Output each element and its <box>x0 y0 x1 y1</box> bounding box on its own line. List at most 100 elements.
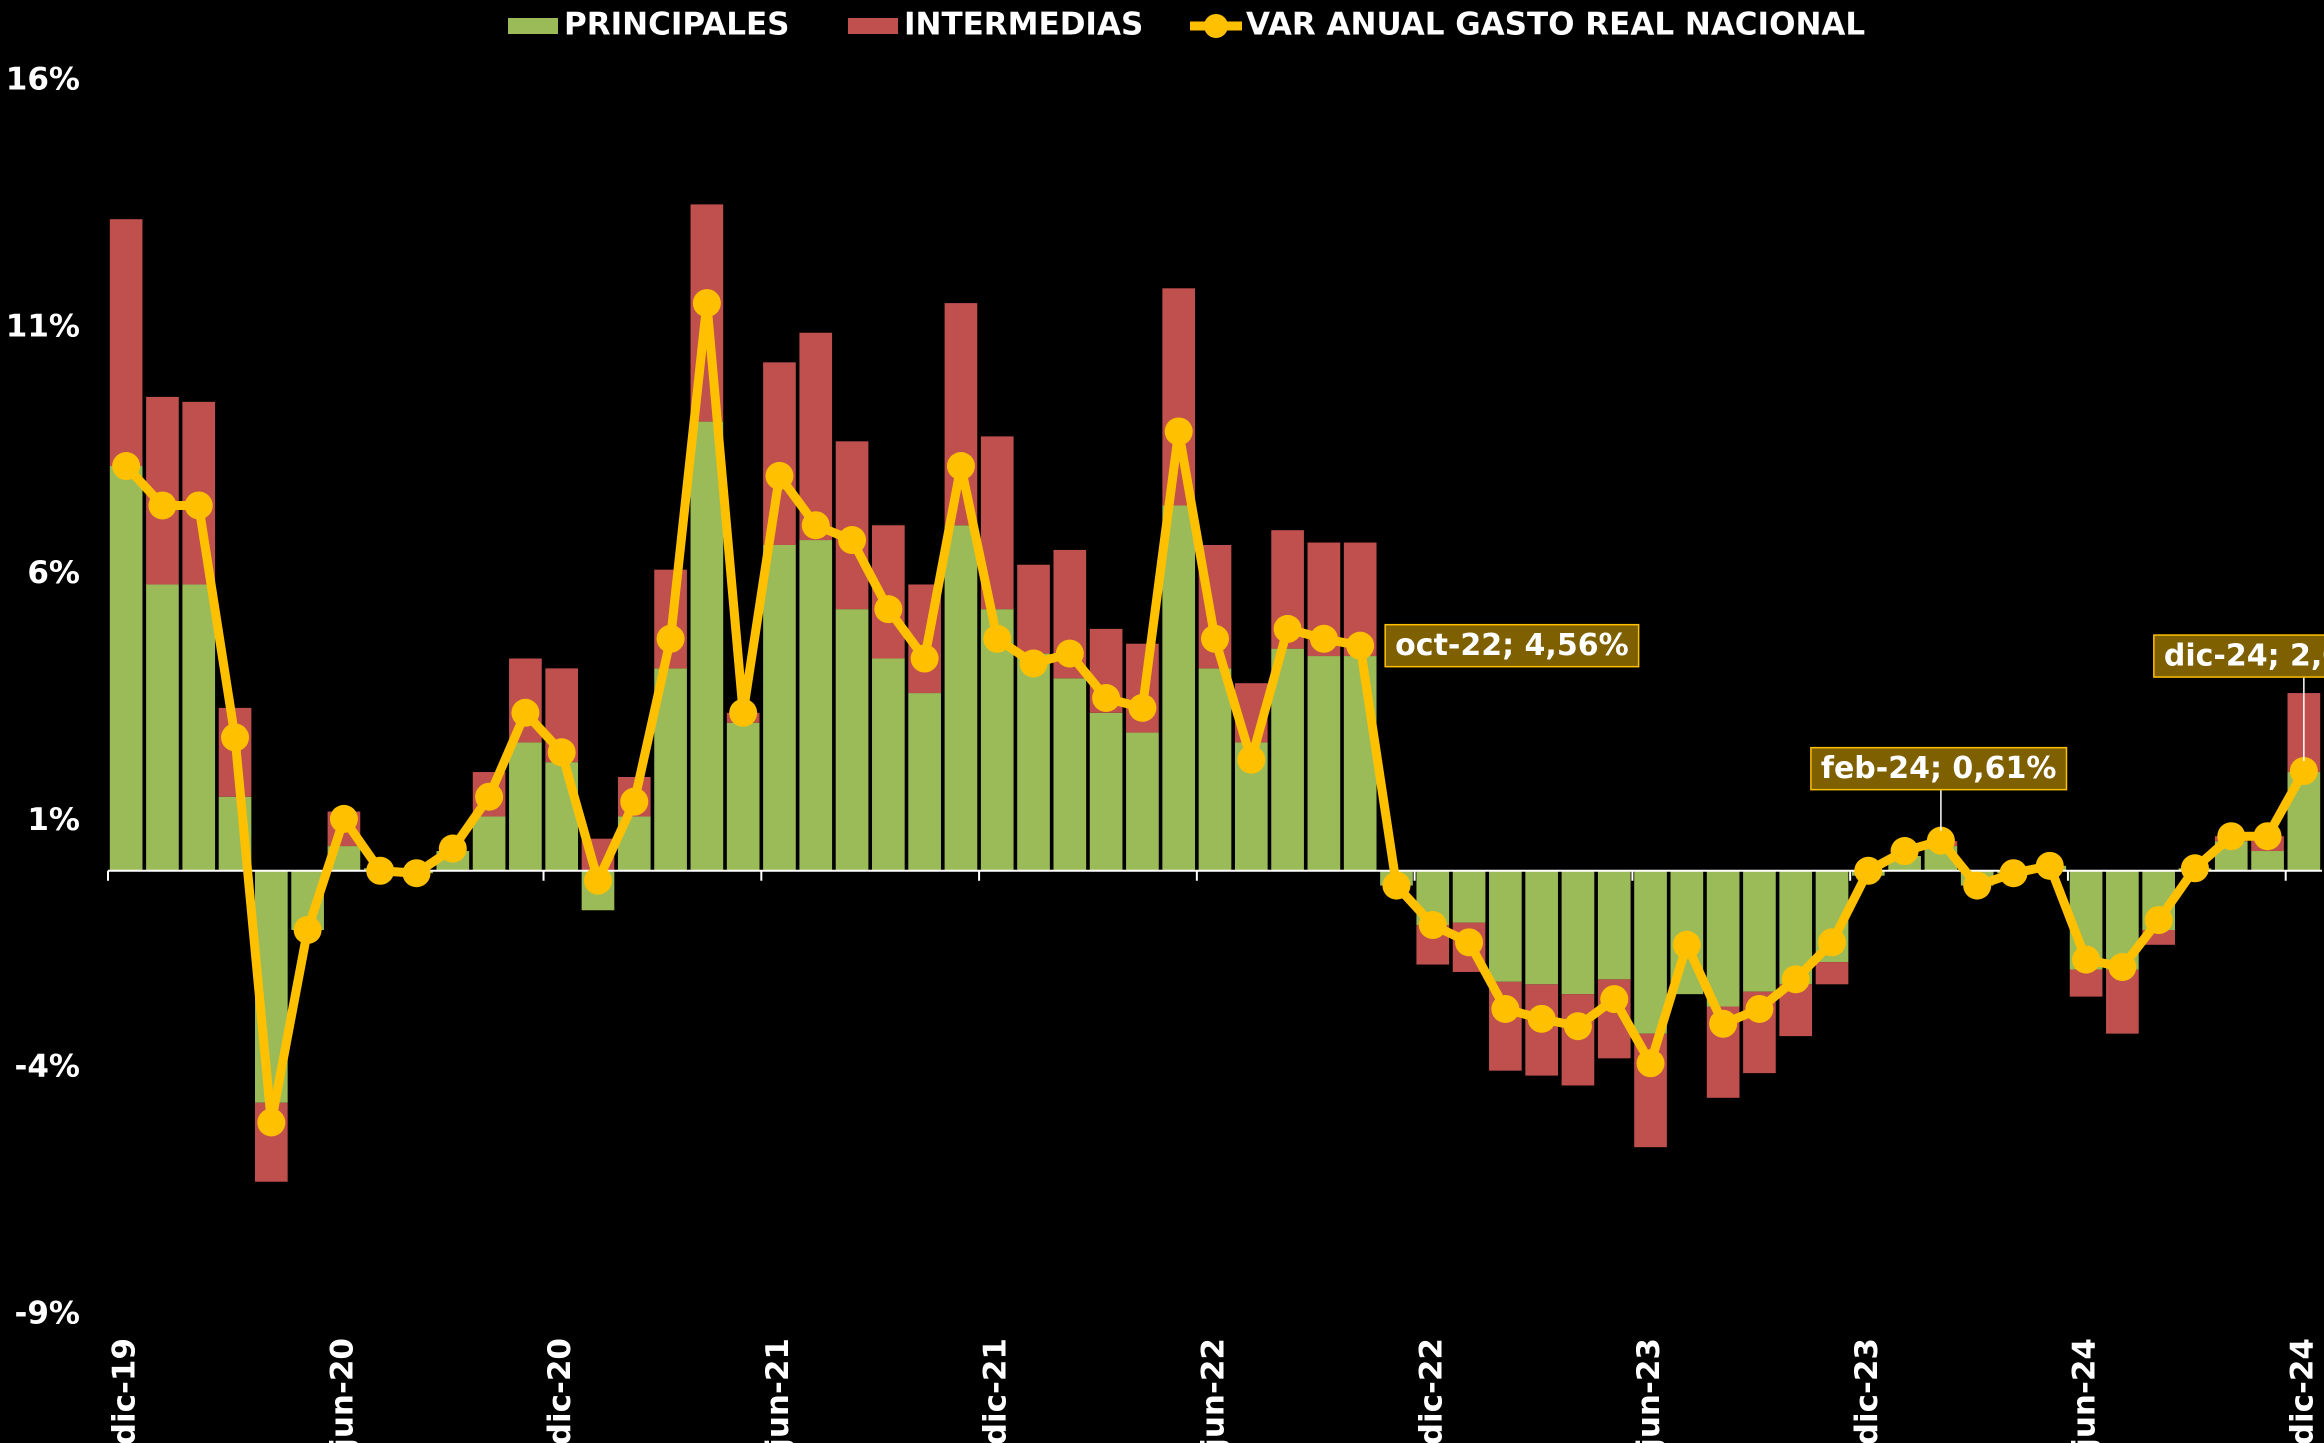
bar <box>509 742 542 871</box>
y-tick-label: 16% <box>6 62 80 98</box>
bar <box>908 693 941 871</box>
bar <box>1706 870 1740 1007</box>
y-tick-label: 11% <box>6 308 80 344</box>
line-marker <box>257 1108 286 1137</box>
line-marker <box>184 491 213 520</box>
line-marker <box>1926 826 1955 855</box>
bar <box>1597 870 1631 980</box>
x-tick-label: jun-22 <box>1196 1338 1232 1443</box>
bar <box>1561 870 1595 995</box>
line-marker <box>2180 854 2209 883</box>
line-marker <box>1201 624 1229 653</box>
bar <box>2069 969 2103 997</box>
line-marker <box>583 866 612 895</box>
line-marker <box>1672 930 1701 959</box>
data-label: feb-24; 0,61% <box>1821 751 2057 786</box>
bar <box>690 421 724 871</box>
line-marker <box>2144 906 2173 935</box>
bar <box>1634 870 1667 1034</box>
legend-swatch <box>848 18 898 34</box>
line-marker <box>1019 649 1048 678</box>
line-marker <box>1455 928 1484 957</box>
legend-swatch <box>1204 14 1228 38</box>
line-marker <box>293 915 322 944</box>
legend-label: INTERMEDIAS <box>904 7 1143 43</box>
bar <box>1162 505 1196 871</box>
bar <box>835 441 869 610</box>
data-label-box <box>1384 623 1640 668</box>
line-marker <box>1963 871 1992 900</box>
line-marker <box>620 787 649 816</box>
data-label: dic-24; 2,02% <box>2164 639 2324 674</box>
line-marker <box>1890 837 1919 866</box>
line-marker <box>221 723 250 752</box>
line-marker <box>1273 614 1302 643</box>
bar <box>872 658 905 871</box>
line-marker <box>1527 1004 1556 1033</box>
line-marker <box>2108 953 2137 982</box>
bar <box>146 584 179 871</box>
line-marker <box>1092 684 1121 712</box>
line-marker <box>1309 624 1338 653</box>
line-marker <box>801 511 830 540</box>
line-marker <box>1745 994 1774 1023</box>
bar <box>2251 851 2284 871</box>
data-label: oct-22; 4,56% <box>1395 628 1628 663</box>
y-tick-label: 6% <box>27 555 80 591</box>
line-marker <box>983 624 1012 653</box>
bar <box>1489 870 1522 982</box>
line-marker <box>1491 994 1520 1023</box>
x-tick-label: dic-22 <box>1413 1338 1449 1443</box>
line-marker <box>547 738 576 767</box>
line-marker <box>402 859 431 888</box>
bar <box>944 303 978 526</box>
line-marker <box>1237 745 1266 774</box>
line-marker <box>1781 965 1810 994</box>
line-marker <box>946 452 975 481</box>
bar <box>1271 648 1304 871</box>
bar <box>182 584 216 871</box>
bar <box>1307 656 1341 871</box>
data-label-box <box>2153 634 2324 678</box>
bar <box>1525 870 1558 985</box>
bar <box>1089 712 1123 871</box>
bar <box>1126 732 1159 871</box>
line-marker <box>366 856 395 885</box>
y-tick-label: -4% <box>15 1049 81 1085</box>
bar <box>1452 870 1486 923</box>
x-tick-label: dic-19 <box>107 1338 143 1443</box>
bar <box>1343 656 1377 871</box>
line-marker <box>2253 822 2282 851</box>
y-tick-label: -9% <box>15 1296 81 1332</box>
line-marker <box>475 782 504 811</box>
legend-label: VAR ANUAL GASTO REAL NACIONAL <box>1246 7 1865 43</box>
line-marker <box>2072 945 2101 974</box>
bar <box>726 722 760 871</box>
line-marker <box>729 698 758 727</box>
legend-swatch <box>508 18 558 34</box>
line-marker <box>2217 822 2246 851</box>
line-marker <box>765 461 794 490</box>
line-marker <box>656 624 685 653</box>
line-marker <box>1563 1012 1592 1041</box>
x-tick-label: dic-20 <box>542 1338 578 1443</box>
line-marker <box>1854 856 1883 885</box>
line-marker <box>112 452 141 481</box>
bar <box>763 544 796 871</box>
bar <box>1017 564 1050 654</box>
bar <box>1053 678 1087 871</box>
data-label-box <box>1810 746 2068 791</box>
line-marker <box>1636 1049 1665 1078</box>
x-tick-label: dic-23 <box>1849 1338 1885 1443</box>
line-marker <box>838 526 867 555</box>
x-tick-label: jun-24 <box>2067 1338 2103 1443</box>
x-tick-label: jun-21 <box>760 1338 796 1443</box>
x-tick-label: dic-24 <box>2284 1338 2320 1443</box>
line-marker <box>1709 1009 1738 1038</box>
bar <box>109 466 143 871</box>
bar <box>109 219 143 467</box>
line-marker <box>1418 911 1447 940</box>
line-marker <box>692 289 721 318</box>
